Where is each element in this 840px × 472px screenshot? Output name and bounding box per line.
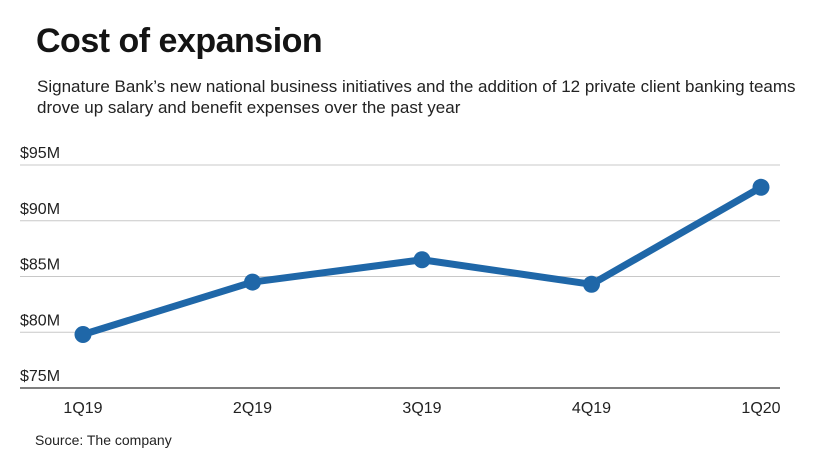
- data-point: [413, 251, 431, 269]
- data-point: [752, 178, 770, 196]
- y-tick-label: $75M: [20, 368, 60, 385]
- data-point: [244, 273, 261, 291]
- x-tick-label: 2Q19: [233, 400, 272, 417]
- x-tick-label: 1Q20: [741, 400, 780, 417]
- y-tick-label: $95M: [20, 145, 60, 162]
- line-chart: $95M $90M $85M $80M $75M 1Q19 2Q19 3Q19 4Q19 1Q2…: [20, 145, 781, 417]
- x-tick-label: 4Q19: [572, 400, 611, 417]
- y-tick-label: $80M: [20, 312, 60, 329]
- data-point: [583, 275, 600, 293]
- y-tick-label: $90M: [20, 201, 60, 218]
- chart-subtitle: Signature Bank’s new national business i…: [37, 77, 796, 117]
- source-note: Source: The company: [35, 432, 172, 448]
- chart-title: Cost of expansion: [36, 22, 323, 60]
- y-tick-label: $85M: [20, 257, 60, 274]
- x-tick-label: 1Q19: [63, 400, 102, 417]
- x-tick-label: 3Q19: [402, 400, 441, 417]
- data-point: [74, 325, 92, 343]
